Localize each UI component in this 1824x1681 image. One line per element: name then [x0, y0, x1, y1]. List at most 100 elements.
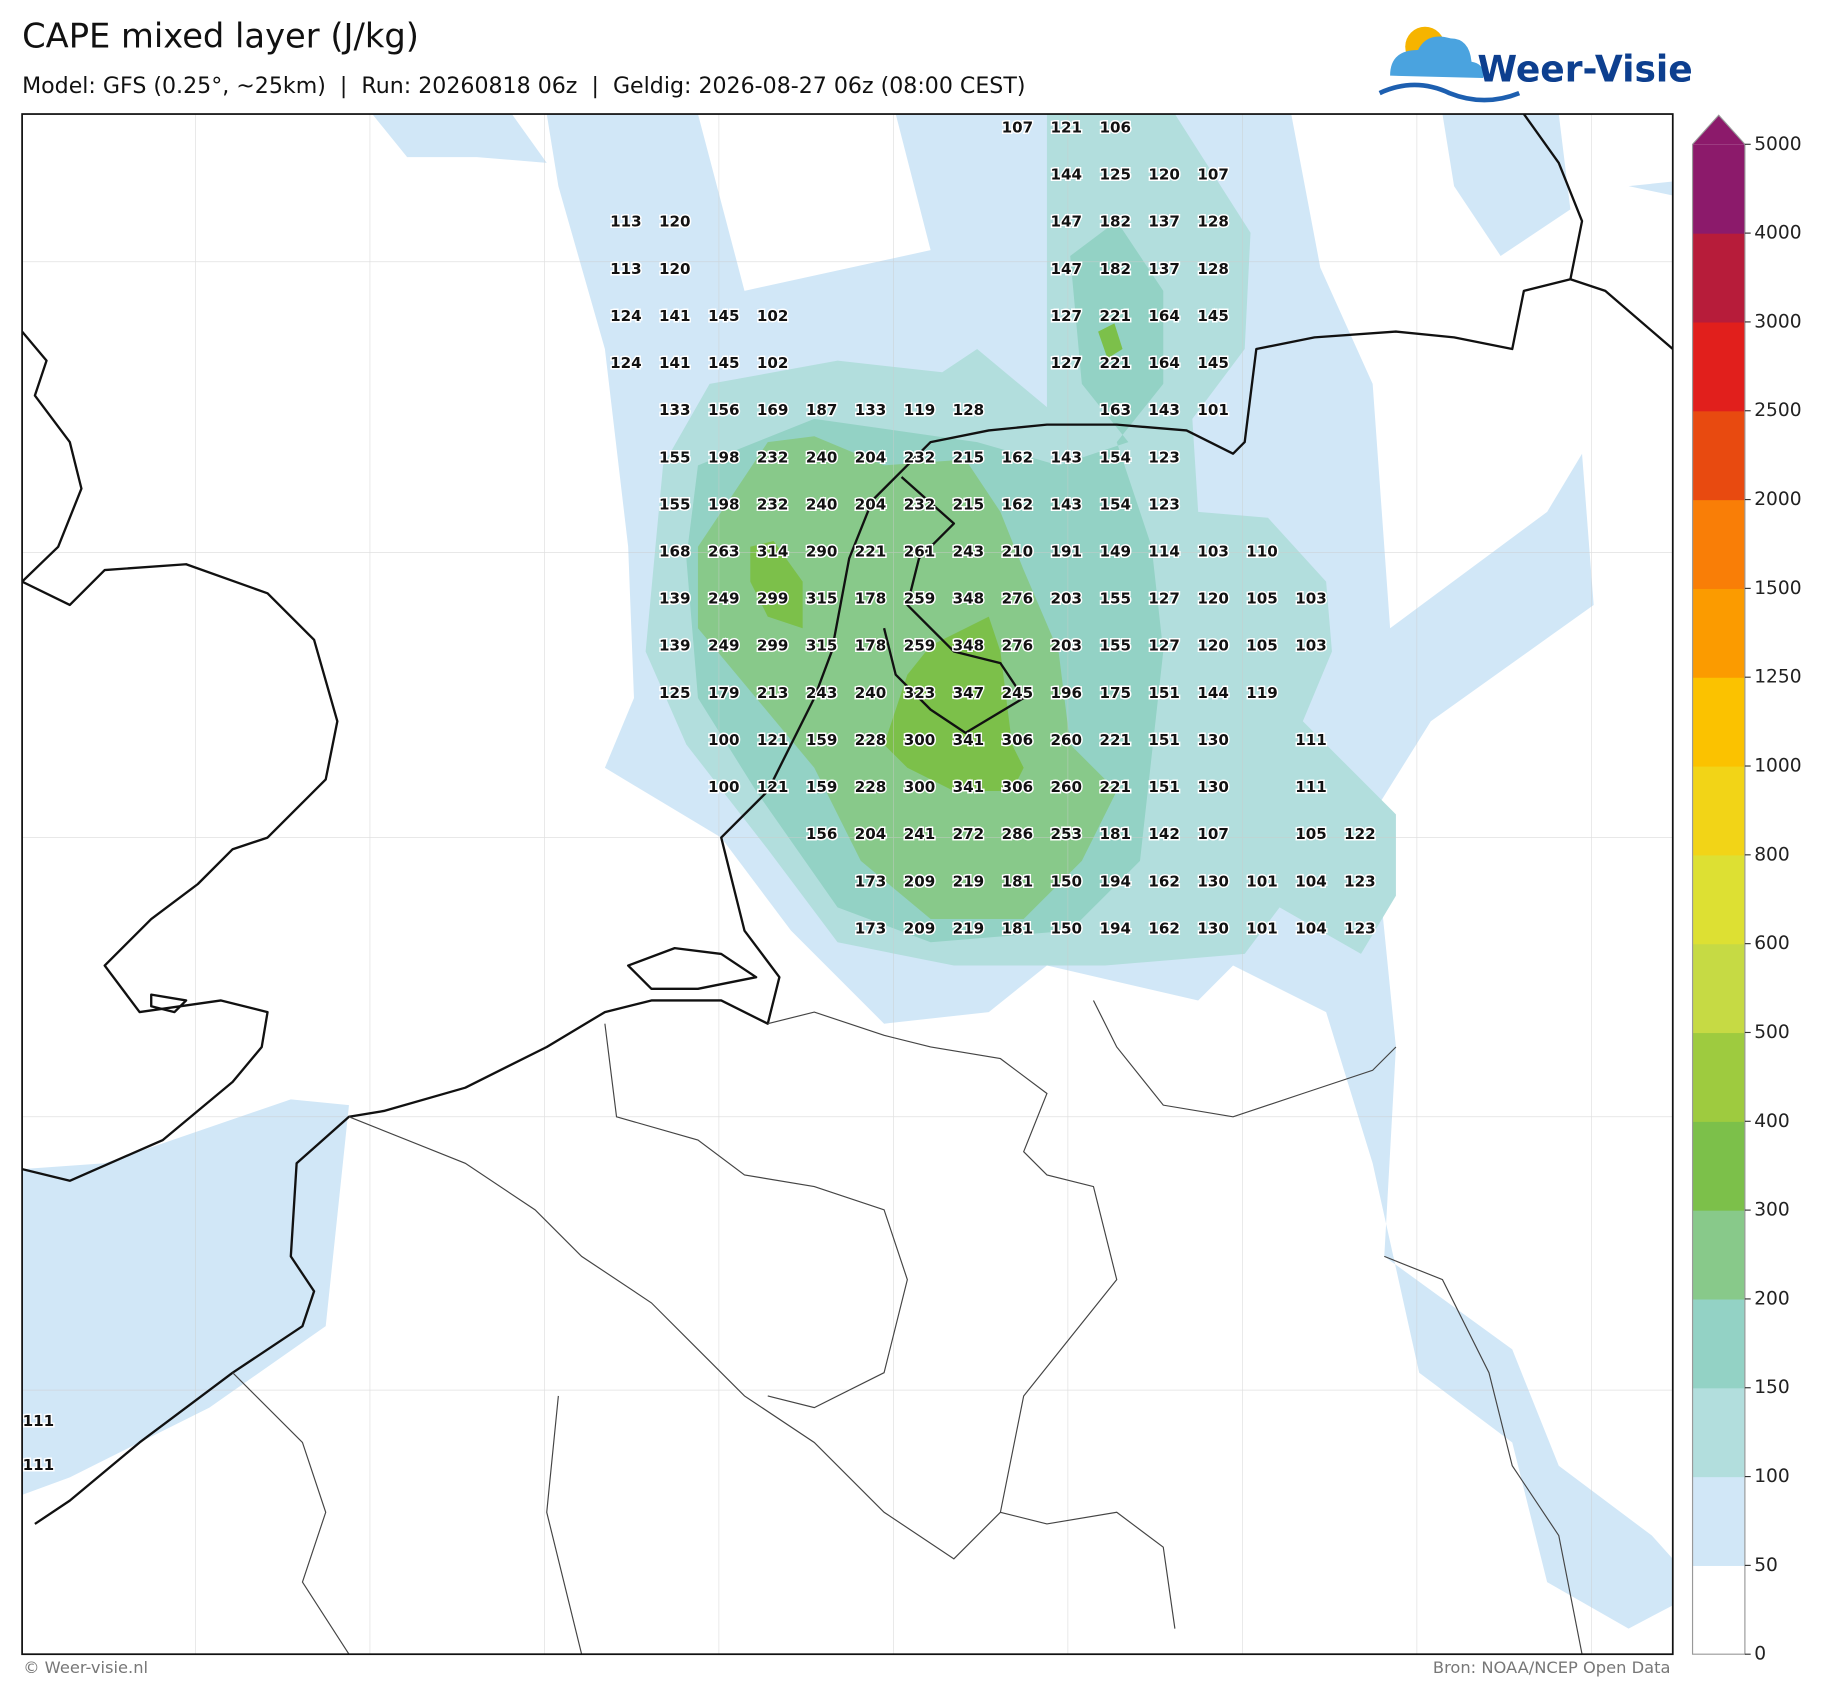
value-label: 101 [1246, 872, 1278, 890]
value-label: 124 [610, 307, 642, 325]
value-label: 173 [855, 919, 887, 937]
value-label: 240 [806, 448, 838, 466]
value-label: 221 [1099, 731, 1131, 749]
value-label: 150 [1051, 919, 1083, 937]
contour-fills [22, 114, 1673, 1629]
colorbar-tick-label: 2500 [1754, 400, 1801, 421]
value-label: 130 [1197, 778, 1229, 796]
value-label: 182 [1099, 213, 1131, 231]
colorbar-band [1692, 499, 1745, 589]
value-label: 159 [806, 778, 838, 796]
value-label: 100 [708, 778, 740, 796]
value-label: 120 [1197, 590, 1229, 608]
value-label: 113 [610, 213, 642, 231]
value-label: 341 [953, 778, 985, 796]
value-label: 179 [708, 684, 740, 702]
value-label: 120 [659, 260, 691, 278]
value-label: 149 [1099, 543, 1131, 561]
value-label: 221 [855, 543, 887, 561]
value-label: 168 [659, 543, 691, 561]
value-label: 105 [1246, 637, 1278, 655]
value-label: 151 [1148, 778, 1180, 796]
value-label: 145 [708, 307, 740, 325]
colorbar-tick-label: 50 [1754, 1555, 1778, 1576]
value-label: 141 [659, 354, 691, 372]
logo-text: Weer-Visie [1477, 48, 1692, 90]
value-label: 143 [1148, 401, 1180, 419]
value-label: 323 [904, 684, 936, 702]
value-label: 137 [1148, 260, 1180, 278]
colorbar-tick-label: 400 [1754, 1111, 1790, 1132]
value-label: 276 [1002, 590, 1034, 608]
value-label: 113 [610, 260, 642, 278]
value-label: 123 [1148, 495, 1180, 513]
colorbar-band [1692, 410, 1745, 501]
value-label: 147 [1051, 213, 1083, 231]
value-label: 240 [855, 684, 887, 702]
value-label: 119 [1246, 684, 1278, 702]
colorbar-tick-label: 2000 [1754, 489, 1801, 510]
value-label: 221 [1099, 778, 1131, 796]
subtitle: Model: GFS (0.25°, ~25km) | Run: 2026081… [22, 73, 1025, 99]
colorbar-tick-label: 100 [1754, 1466, 1790, 1487]
value-label: 145 [708, 354, 740, 372]
value-label: 210 [1002, 543, 1034, 561]
value-label: 162 [1002, 448, 1034, 466]
colorbar-tick-label: 300 [1754, 1200, 1790, 1221]
colorbar-tick-label: 500 [1754, 1022, 1790, 1043]
value-label: 249 [708, 590, 740, 608]
value-label: 155 [1099, 637, 1131, 655]
value-label: 194 [1099, 919, 1131, 937]
value-label: 259 [904, 637, 936, 655]
value-label: 130 [1197, 919, 1229, 937]
value-label: 143 [1051, 495, 1083, 513]
colorbar-band [1692, 233, 1745, 323]
colorbar-tick-label: 1000 [1754, 756, 1801, 777]
colorbar-band [1692, 588, 1745, 678]
value-label: 155 [659, 448, 691, 466]
colorbar-tick-label: 1250 [1754, 667, 1801, 688]
value-label: 111 [23, 1456, 55, 1474]
value-label: 156 [806, 825, 838, 843]
value-label: 127 [1051, 354, 1083, 372]
value-label: 104 [1295, 919, 1327, 937]
value-label: 162 [1002, 495, 1034, 513]
value-label: 151 [1148, 684, 1180, 702]
value-label: 306 [1002, 731, 1034, 749]
value-label: 151 [1148, 731, 1180, 749]
colorbar-band [1692, 1565, 1745, 1655]
value-label: 111 [1295, 731, 1327, 749]
value-label: 306 [1002, 778, 1034, 796]
value-label: 104 [1295, 872, 1327, 890]
value-label: 314 [757, 543, 789, 561]
value-label: 103 [1295, 590, 1327, 608]
colorbar-band [1692, 1387, 1745, 1478]
value-label: 300 [904, 778, 936, 796]
map-frame [21, 113, 1674, 1656]
value-label: 139 [659, 637, 691, 655]
value-label: 221 [1099, 307, 1131, 325]
value-label: 245 [1002, 684, 1034, 702]
colorbar-band [1692, 1210, 1745, 1300]
value-label: 228 [855, 731, 887, 749]
value-label: 154 [1099, 448, 1131, 466]
value-label: 120 [1197, 637, 1229, 655]
value-label: 203 [1051, 637, 1083, 655]
contour-300 [750, 323, 1123, 792]
value-label: 315 [806, 637, 838, 655]
value-label: 164 [1148, 307, 1180, 325]
value-label: 162 [1148, 872, 1180, 890]
value-label: 348 [953, 637, 985, 655]
value-label: 276 [1002, 637, 1034, 655]
value-label: 243 [806, 684, 838, 702]
value-label: 213 [757, 684, 789, 702]
colorbar-tick-label: 3000 [1754, 311, 1801, 332]
value-label: 122 [1344, 825, 1376, 843]
value-label: 181 [1002, 872, 1034, 890]
value-label: 178 [855, 637, 887, 655]
borders [232, 1000, 1583, 1655]
logo-cloud [1390, 36, 1484, 78]
value-label: 123 [1148, 448, 1180, 466]
value-label: 299 [757, 590, 789, 608]
